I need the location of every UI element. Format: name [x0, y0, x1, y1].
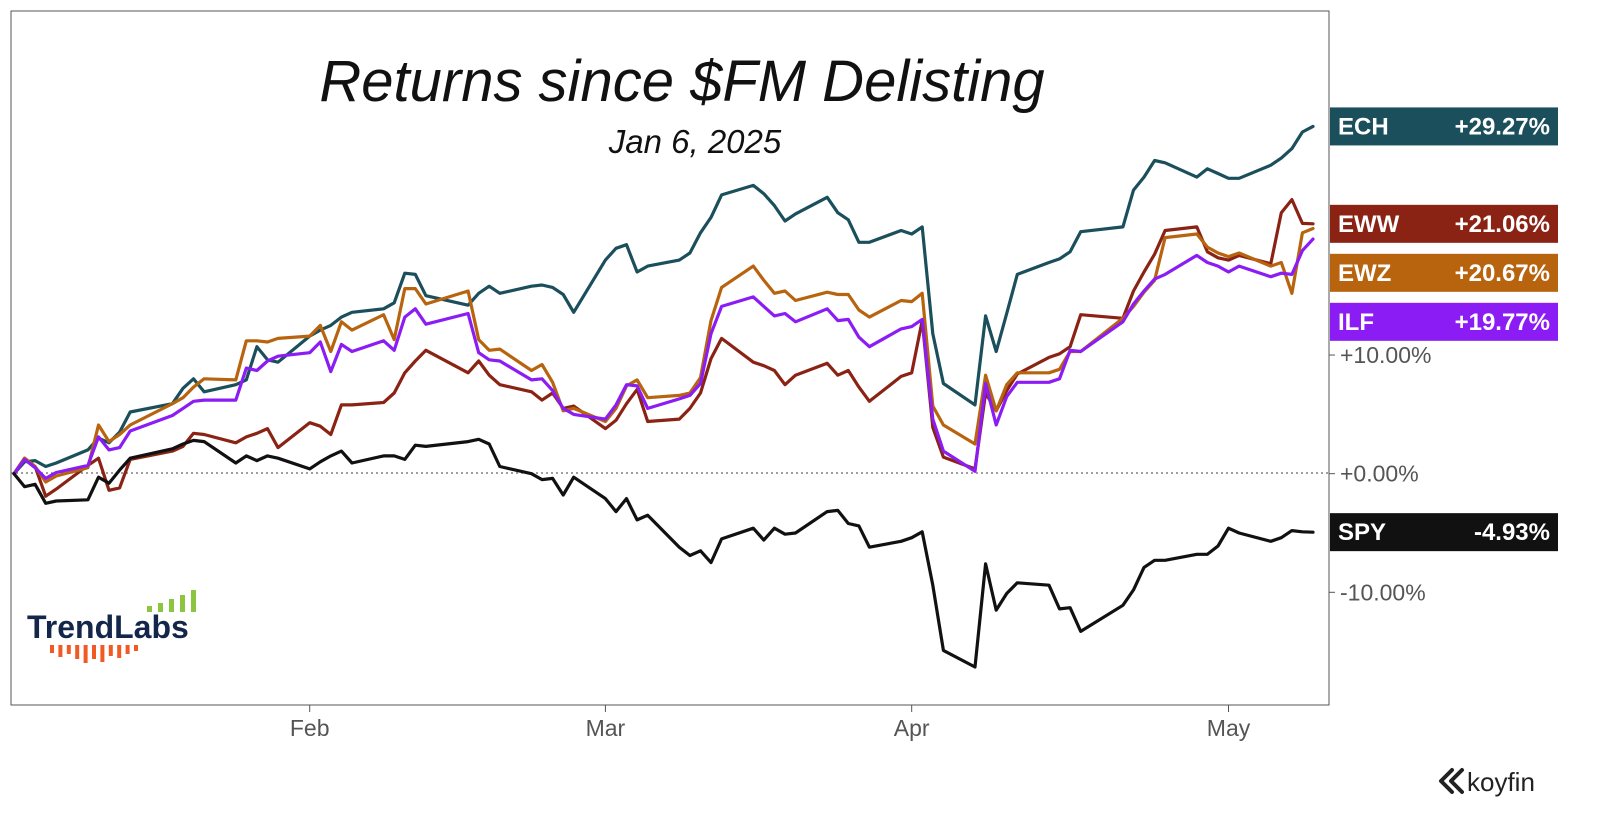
series-line-ech: [12, 124, 1315, 476]
y-tick-label: -10.00%: [1340, 579, 1426, 605]
koyfin-watermark: koyfin: [1439, 767, 1535, 797]
series-line-ilf: [12, 237, 1315, 480]
series-line-ewz: [12, 226, 1315, 484]
end-tag-value: +19.77%: [1455, 309, 1550, 336]
end-tag-ewz: EWZ +20.67%: [1330, 253, 1558, 292]
x-tick-label: May: [1207, 715, 1251, 741]
logo-orange-bar: [83, 645, 88, 663]
end-tag-value: +20.67%: [1455, 260, 1550, 287]
logo-orange-bar: [50, 645, 54, 653]
end-tag-ticker: ECH: [1338, 113, 1389, 140]
end-tag-ticker: SPY: [1338, 519, 1386, 546]
logo-orange-bars-icon: [50, 645, 138, 663]
logo-orange-bar: [92, 645, 96, 659]
logo-green-bar: [180, 595, 185, 612]
end-tag-value: +21.06%: [1455, 211, 1550, 238]
logo-orange-bar: [100, 645, 105, 662]
logo-orange-bar: [58, 645, 63, 657]
end-tag-eww: EWW +21.06%: [1330, 204, 1558, 243]
chart-title: Returns since $FM Delisting: [319, 49, 1044, 114]
y-tick-label: +0.00%: [1340, 461, 1419, 487]
logo-orange-bar: [134, 645, 138, 651]
end-tag-ech: ECH +29.27%: [1330, 107, 1558, 146]
end-tag-background: [1330, 513, 1558, 552]
logo-orange-bar: [75, 645, 80, 659]
series-lines: [12, 124, 1315, 669]
logo-green-bar: [158, 603, 163, 612]
end-tag-background: [1330, 204, 1558, 243]
koyfin-logo-icon: [1439, 768, 1464, 794]
x-axis: Feb Mar Apr May: [290, 705, 1251, 741]
series-end-tags: ECH +29.27% EWW +21.06% EWZ +20.67% ILF +19.77%…: [1330, 107, 1558, 552]
logo-orange-bar: [117, 645, 122, 658]
series-line-eww: [12, 198, 1315, 498]
end-tag-background: [1330, 302, 1558, 341]
logo-green-bars-icon: [147, 590, 196, 612]
trendlabs-logo-text: TrendLabs: [27, 609, 189, 645]
x-tick-label: Apr: [894, 715, 930, 741]
logo-orange-bar: [66, 645, 71, 654]
logo-green-bar: [169, 599, 174, 612]
end-tag-ilf: ILF +19.77%: [1330, 302, 1558, 341]
trendlabs-logo: TrendLabs: [27, 590, 196, 663]
x-tick-label: Feb: [290, 715, 330, 741]
end-tag-background: [1330, 253, 1558, 292]
logo-green-bar: [147, 606, 152, 612]
end-tag-spy: SPY -4.93%: [1330, 513, 1558, 552]
y-tick-label: +10.00%: [1340, 342, 1431, 368]
x-tick-label: Mar: [586, 715, 626, 741]
end-tag-ticker: ILF: [1338, 309, 1374, 336]
plot-area-frame: [10, 10, 1330, 706]
end-tag-value: +29.27%: [1455, 113, 1550, 140]
end-tag-ticker: EWW: [1338, 211, 1400, 238]
chart-subtitle: Jan 6, 2025: [608, 123, 782, 160]
series-line-spy: [12, 437, 1315, 669]
end-tag-value: -4.93%: [1474, 519, 1550, 546]
end-tag-background: [1330, 107, 1558, 146]
end-tag-ticker: EWZ: [1338, 260, 1391, 287]
logo-orange-bar: [108, 645, 113, 656]
logo-orange-bar: [125, 645, 130, 654]
y-axis: +10.00% +0.00% -10.00%: [1329, 342, 1431, 605]
logo-green-bar: [191, 590, 196, 612]
koyfin-watermark-text: koyfin: [1467, 767, 1535, 797]
